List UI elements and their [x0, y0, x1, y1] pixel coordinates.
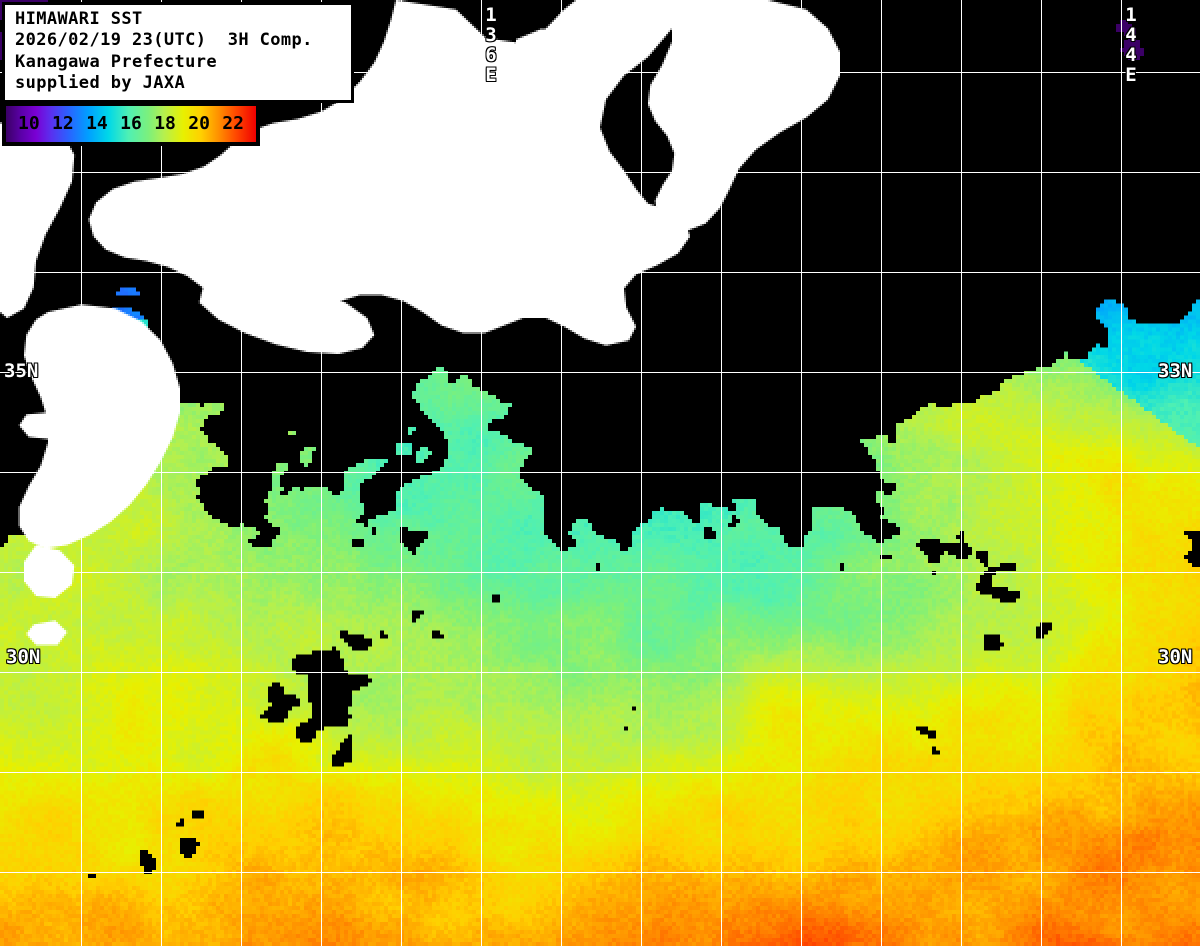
- colorbar-tick-14: 14: [86, 113, 108, 134]
- colorbar-tick-22: 22: [222, 113, 244, 134]
- title-line-supplier: supplied by JAXA: [15, 73, 186, 94]
- colorbar-tick-12: 12: [52, 113, 74, 134]
- colorbar-tick-16: 16: [120, 113, 142, 134]
- colorbar-legend: 10 12 14 16 18 20 22: [2, 102, 260, 146]
- graticule-label-30n-4: 30N: [6, 646, 41, 668]
- title-line-provider-org: Kanagawa Prefecture: [15, 51, 218, 72]
- graticule-label-35n-2: 35N: [4, 360, 39, 382]
- graticule-label-136e-0: 136E: [480, 4, 502, 84]
- colorbar-tick-10: 10: [18, 113, 40, 134]
- colorbar-tick-labels: 10 12 14 16 18 20 22: [6, 106, 256, 142]
- title-legend-box: HIMAWARI SST 2026/02/19 23(UTC) 3H Comp.…: [2, 2, 354, 103]
- title-line-datetime: 2026/02/19 23(UTC) 3H Comp.: [15, 30, 313, 51]
- graticule-label-33n-3: 33N: [1158, 360, 1193, 382]
- graticule-label-30n-5: 30N: [1158, 646, 1193, 668]
- title-line-product: HIMAWARI SST: [15, 9, 143, 29]
- colorbar-tick-20: 20: [188, 113, 210, 134]
- colorbar-gradient: 10 12 14 16 18 20 22: [6, 106, 256, 142]
- colorbar-tick-18: 18: [154, 113, 176, 134]
- graticule-label-144e-1: 144E: [1120, 4, 1142, 84]
